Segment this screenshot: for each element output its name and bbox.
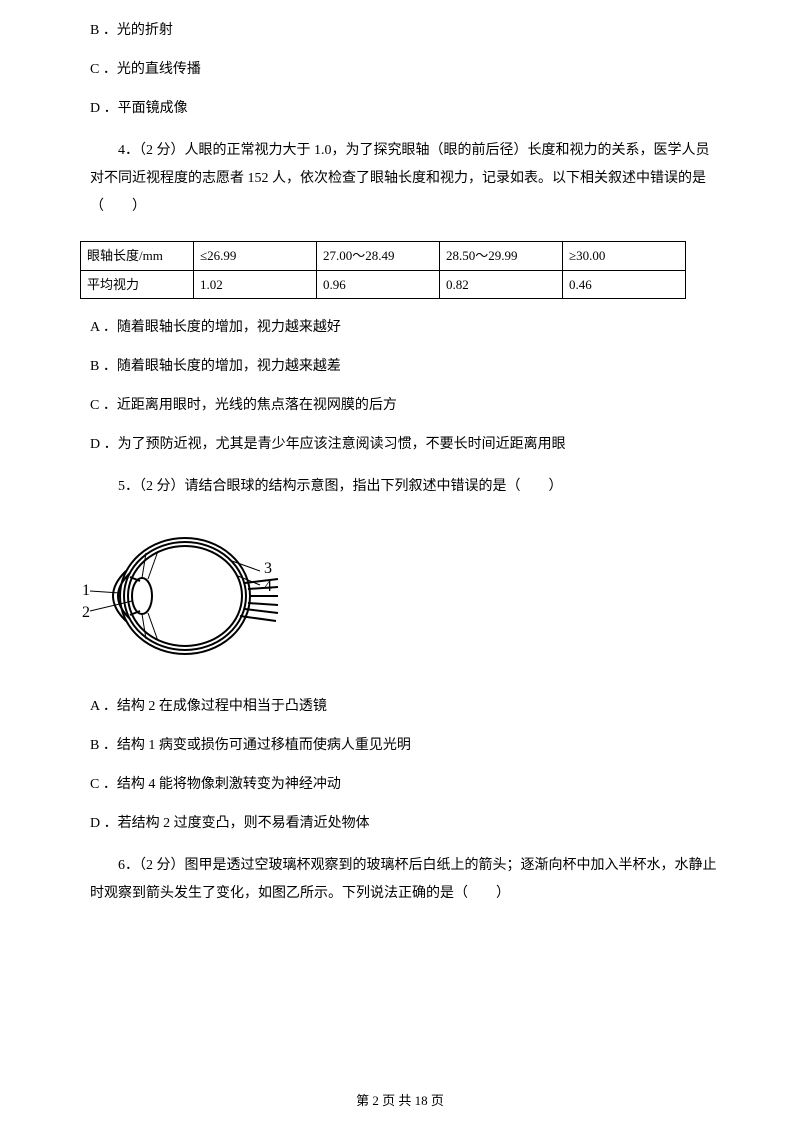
q5-option-b: B ．结构 1 病变或损伤可通过移植而使病人重见光明 bbox=[90, 735, 720, 756]
q4-option-a: A ．随着眼轴长度的增加，视力越来越好 bbox=[90, 317, 720, 338]
q5-stem: 5．（2 分）请结合眼球的结构示意图，指出下列叙述中错误的是（ ） bbox=[90, 473, 720, 501]
q4-r1-c4: ≥30.00 bbox=[563, 242, 686, 271]
q4-r1-c1: ≤26.99 bbox=[194, 242, 317, 271]
pre-option-b: B ．光的折射 bbox=[90, 20, 720, 41]
q4-r1-c2: 27.00～28.49 bbox=[317, 242, 440, 271]
q4-table: 眼轴长度/mm ≤26.99 27.00～28.49 28.50～29.99 ≥… bbox=[80, 241, 686, 299]
q4-r2-h: 平均视力 bbox=[81, 270, 194, 299]
eye-label-2: 2 bbox=[82, 604, 90, 621]
q4-r1-h: 眼轴长度/mm bbox=[81, 242, 194, 271]
pre-option-c: C ．光的直线传播 bbox=[90, 59, 720, 80]
q5-option-c: C ．结构 4 能将物像刺激转变为神经冲动 bbox=[90, 774, 720, 795]
q5-option-a: A ．结构 2 在成像过程中相当于凸透镜 bbox=[90, 696, 720, 717]
q4-r1-c3: 28.50～29.99 bbox=[440, 242, 563, 271]
q4-r2-c1: 1.02 bbox=[194, 270, 317, 299]
pre-option-d: D ．平面镜成像 bbox=[90, 98, 720, 119]
table-row: 平均视力 1.02 0.96 0.82 0.46 bbox=[81, 270, 686, 299]
q4-option-d: D ．为了预防近视，尤其是青少年应该注意阅读习惯，不要长时间近距离用眼 bbox=[90, 434, 720, 455]
eye-label-4: 4 bbox=[264, 578, 272, 595]
q4-option-c: C ．近距离用眼时，光线的焦点落在视网膜的后方 bbox=[90, 395, 720, 416]
q4-r2-c4: 0.46 bbox=[563, 270, 686, 299]
page: B ．光的折射 C ．光的直线传播 D ．平面镜成像 4．（2 分）人眼的正常视… bbox=[0, 0, 800, 1132]
table-row: 眼轴长度/mm ≤26.99 27.00～28.49 28.50～29.99 ≥… bbox=[81, 242, 686, 271]
eye-label-1: 1 bbox=[82, 582, 90, 599]
q4-r2-c2: 0.96 bbox=[317, 270, 440, 299]
q4-stem: 4．（2 分）人眼的正常视力大于 1.0，为了探究眼轴（眼的前后径）长度和视力的… bbox=[90, 137, 720, 221]
q6-stem: 6．（2 分）图甲是透过空玻璃杯观察到的玻璃杯后白纸上的箭头；逐渐向杯中加入半杯… bbox=[90, 852, 720, 908]
q4-r2-c3: 0.82 bbox=[440, 270, 563, 299]
eye-label-3: 3 bbox=[264, 560, 272, 577]
q4-option-b: B ．随着眼轴长度的增加，视力越来越差 bbox=[90, 356, 720, 377]
q5-option-d: D ．若结构 2 过度变凸，则不易看清近处物体 bbox=[90, 813, 720, 834]
q5-eye-diagram: 1 2 3 4 bbox=[80, 521, 720, 678]
page-footer: 第 2 页 共 18 页 bbox=[0, 1091, 800, 1111]
eye-icon: 1 2 3 4 bbox=[80, 521, 280, 671]
